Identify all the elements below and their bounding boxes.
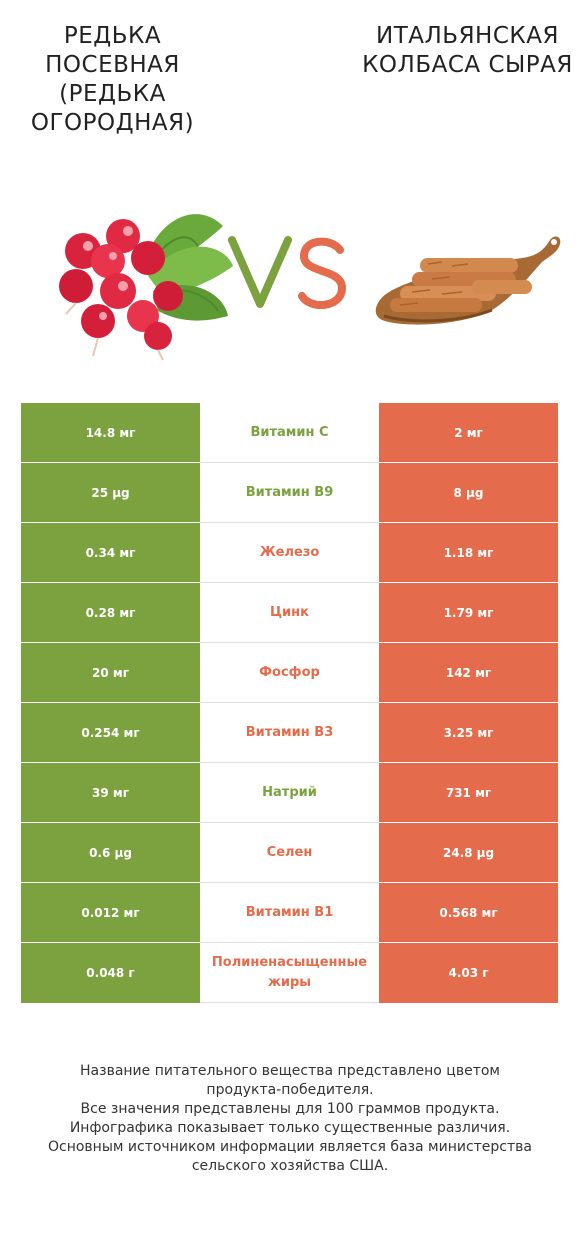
- left-product-title: Редька посевная (Редька огородная): [30, 23, 195, 136]
- footer-notes: Название питательного вещества представл…: [20, 1062, 560, 1176]
- table-row: 0.6 µg Селен 24.8 µg: [21, 823, 558, 883]
- table-row: 39 мг Натрий 731 мг: [21, 763, 558, 823]
- right-value: 731 мг: [379, 763, 558, 823]
- footer-line: Основным источником информации является …: [48, 1139, 532, 1155]
- sausage-image: [375, 236, 561, 325]
- nutrient-name: Натрий: [200, 763, 379, 823]
- table-row: 0.28 мг Цинк 1.79 мг: [21, 583, 558, 643]
- nutrient-name: Селен: [200, 823, 379, 883]
- right-value: 1.18 мг: [379, 523, 558, 583]
- table-row: 25 µg Витамин B9 8 µg: [21, 463, 558, 523]
- nutrient-name: Витамин B1: [200, 883, 379, 943]
- nutrient-name: Цинк: [200, 583, 379, 643]
- footer-line: Название питательного вещества представл…: [80, 1063, 500, 1079]
- nutrient-name: Витамин B9: [200, 463, 379, 523]
- nutrient-name: Витамин B3: [200, 703, 379, 763]
- footer-line: Все значения представлены для 100 граммо…: [80, 1101, 500, 1117]
- table-row: 20 мг Фосфор 142 мг: [21, 643, 558, 703]
- right-value: 4.03 г: [379, 943, 558, 1003]
- right-value: 1.79 мг: [379, 583, 558, 643]
- left-value: 20 мг: [21, 643, 200, 703]
- right-value: 0.568 мг: [379, 883, 558, 943]
- footer-line: продукта-победителя.: [206, 1082, 374, 1098]
- nutrient-name: Полиненасыщенные жиры: [200, 943, 379, 1003]
- table-row: 0.012 мг Витамин B1 0.568 мг: [21, 883, 558, 943]
- right-product-title: Итальянская колбаса сырая: [362, 23, 573, 78]
- left-value: 39 мг: [21, 763, 200, 823]
- left-value: 0.012 мг: [21, 883, 200, 943]
- left-value: 0.34 мг: [21, 523, 200, 583]
- left-value: 0.254 мг: [21, 703, 200, 763]
- right-value: 8 µg: [379, 463, 558, 523]
- table-row: 0.254 мг Витамин B3 3.25 мг: [21, 703, 558, 763]
- right-value: 24.8 µg: [379, 823, 558, 883]
- left-value: 0.6 µg: [21, 823, 200, 883]
- table-row: 14.8 мг Витамин C 2 мг: [21, 403, 558, 463]
- nutrient-name: Железо: [200, 523, 379, 583]
- radish-bulbs-icon: [59, 219, 183, 361]
- left-value: 0.048 г: [21, 943, 200, 1003]
- table-row: 0.34 мг Железо 1.18 мг: [21, 523, 558, 583]
- nutrient-name: Фосфор: [200, 643, 379, 703]
- left-value: 14.8 мг: [21, 403, 200, 463]
- footer-line: сельского хозяйства США.: [191, 1158, 389, 1174]
- right-value: 2 мг: [379, 403, 558, 463]
- radish-image: [59, 214, 233, 361]
- footer-line: Инфографика показывает только существенн…: [69, 1120, 511, 1136]
- vs-label: [228, 236, 347, 310]
- table-row: 0.048 г Полиненасыщенные жиры 4.03 г: [21, 943, 558, 1003]
- left-value: 0.28 мг: [21, 583, 200, 643]
- nutrient-name: Витамин C: [200, 403, 379, 463]
- left-value: 25 µg: [21, 463, 200, 523]
- nutrient-comparison-table: 14.8 мг Витамин C 2 мг 25 µg Витамин B9 …: [21, 403, 558, 1003]
- right-value: 3.25 мг: [379, 703, 558, 763]
- sausages-icon: [390, 258, 532, 312]
- right-value: 142 мг: [379, 643, 558, 703]
